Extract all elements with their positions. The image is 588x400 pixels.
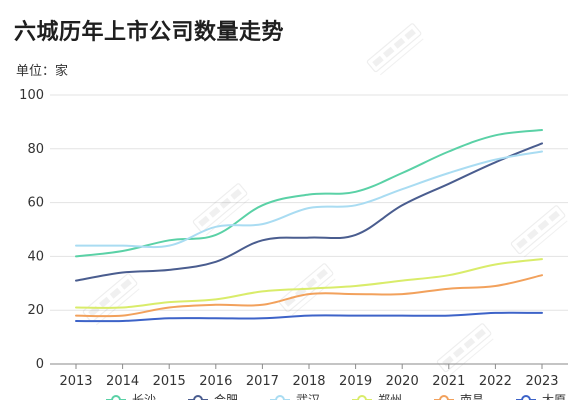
series-line bbox=[75, 311, 543, 323]
axes: 0 20 40 60 80 100 2013 2014 2015 2016 2017 2018 2019… bbox=[19, 88, 568, 389]
unit-label: 单位：家 bbox=[16, 64, 69, 79]
legend-marker bbox=[521, 395, 531, 400]
legend-marker bbox=[111, 395, 121, 400]
legend-label: 郑州 bbox=[378, 392, 402, 400]
y-tick-label: 20 bbox=[27, 303, 44, 318]
x-tick-label: 2015 bbox=[153, 374, 186, 389]
y-tick-label: 60 bbox=[27, 196, 44, 211]
watermark-logo bbox=[82, 273, 140, 326]
x-tick-label: 2016 bbox=[199, 374, 232, 389]
legend-label: 合肥 bbox=[214, 392, 238, 400]
series-line bbox=[75, 129, 543, 258]
legend-label: 南昌 bbox=[460, 392, 484, 400]
grid-lines bbox=[50, 94, 568, 311]
legend: 长沙 合肥 武汉 郑州 南昌 太原 bbox=[106, 392, 566, 400]
legend-label: 长沙 bbox=[132, 393, 156, 400]
x-tick-label: 2018 bbox=[292, 374, 325, 389]
watermark-logo bbox=[436, 323, 494, 376]
x-tick-label: 2014 bbox=[106, 374, 139, 389]
watermark-layer bbox=[82, 23, 568, 376]
watermark-logo bbox=[366, 23, 424, 76]
watermark-logo bbox=[510, 205, 568, 258]
x-tick-label: 2019 bbox=[339, 374, 372, 389]
x-tick-label: 2021 bbox=[432, 374, 465, 389]
legend-marker bbox=[193, 395, 203, 400]
chart-title: 六城历年上市公司数量走势 bbox=[14, 20, 285, 45]
series-lines bbox=[75, 129, 543, 323]
series-line bbox=[75, 142, 543, 282]
legend-marker bbox=[439, 395, 449, 400]
y-tick-label: 40 bbox=[27, 249, 44, 264]
watermark-logo bbox=[192, 183, 250, 236]
x-tick-label: 2022 bbox=[479, 374, 512, 389]
legend-marker bbox=[275, 395, 285, 400]
legend-label: 武汉 bbox=[296, 393, 320, 400]
y-tick-label: 0 bbox=[36, 357, 44, 372]
y-tick-label: 80 bbox=[27, 142, 44, 157]
x-tick-label: 2017 bbox=[246, 374, 279, 389]
series-line bbox=[75, 258, 543, 309]
x-tick-label: 2023 bbox=[525, 374, 558, 389]
x-tick-label: 2020 bbox=[386, 374, 419, 389]
series-line bbox=[75, 274, 543, 318]
x-tick-label: 2013 bbox=[59, 374, 92, 389]
y-tick-label: 100 bbox=[19, 88, 44, 103]
legend-label: 太原 bbox=[542, 392, 566, 400]
series-line bbox=[75, 150, 543, 249]
legend-marker bbox=[357, 395, 367, 400]
